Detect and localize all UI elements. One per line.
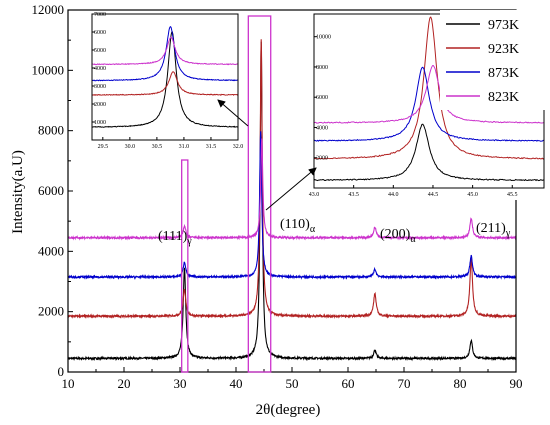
series-line-873K [67,131,517,280]
peak-annotation: (110)α [280,217,316,235]
y-tick-label: 10000 [32,62,65,77]
inset-y-tick-label: 6000 [94,30,106,36]
inset-x-tick-label: 44.0 [388,192,399,198]
inset-y-tick-label: 7000 [94,12,106,18]
inset-y-tick-label: 4000 [94,66,106,72]
inset-x-tick-label: 31.0 [179,144,190,150]
inset-x-tick-label: 43.0 [309,192,320,198]
y-tick-label: 4000 [38,243,64,258]
x-tick-label: 30 [174,376,187,391]
y-tick-label: 12000 [32,2,65,17]
inset-series-873K [91,25,239,82]
inset-series-873K [313,66,545,142]
inset-y-tick-label: 2000 [316,156,328,162]
series-line-923K [67,39,517,320]
inset-series-823K [313,65,545,124]
x-tick-label: 40 [230,376,243,391]
x-tick-label: 60 [342,376,355,391]
series-line-823K [67,138,517,241]
peak-annotation: (111)γ [158,229,192,247]
inset-x-tick-label: 43.5 [348,192,359,198]
arrow-to-right-inset [265,167,317,211]
x-tick-label: 90 [510,376,523,391]
legend: 973K 923K 873K 823K [440,10,548,110]
inset-series-923K [91,71,239,96]
inset-x-tick-label: 32.0 [233,144,244,150]
inset-x-tick-label: 31.5 [206,144,217,150]
inset-left-plot: 29.5 30.0 30.5 31.0 31.5 32.0 1000 2000 3000 4000… [90,12,243,152]
x-tick-label: 70 [398,376,411,391]
inset-series-973K [91,31,239,128]
inset-frame [91,13,239,141]
inset-y-tick-label: 5000 [94,48,106,54]
inset-y-tick-label: 1000 [94,120,106,126]
inset-y-tick-label: 2000 [94,102,106,108]
inset-x-tick-label: 44.5 [428,192,439,198]
inset-x-tick-label: 30.5 [152,144,163,150]
y-tick-label: 0 [58,364,65,379]
inset-series-923K [313,16,545,160]
y-tick-label: 2000 [38,304,64,319]
x-tick-label: 10 [62,376,75,391]
inset-series-823K [91,36,239,66]
inset-y-tick-label: 4000 [316,125,328,131]
legend-label: 873K [488,66,519,81]
highlight-box-111 [181,159,189,373]
inset-x-tick-label: 45.0 [467,192,478,198]
inset-x-tick-label: 29.5 [98,144,109,150]
x-tick-label: 50 [286,376,299,391]
inset-y-tick-label: 8000 [316,65,328,71]
inset-y-tick-label: 6000 [316,95,328,101]
x-tick-label: 80 [454,376,467,391]
x-tick-label: 20 [118,376,131,391]
legend-label: 973K [488,18,519,33]
peak-annotation: (200)α [380,227,416,245]
legend-label: 923K [488,42,519,57]
main-series-group [67,39,517,362]
y-tick-label: 8000 [38,123,64,138]
highlight-box-110 [247,15,272,373]
inset-y-tick-label: 10000 [316,35,331,41]
inset-x-tick-label: 45.5 [507,192,518,198]
y-tick-label: 6000 [38,183,64,198]
y-axis-label: Intensity(a.U) [10,150,26,234]
arrow-to-left-inset [217,99,249,127]
inset-series-973K [313,123,545,182]
peak-annotation: (211)γ [476,221,511,239]
inset-x-tick-label: 30.0 [125,144,136,150]
series-line-973K [67,41,517,362]
legend-label: 823K [488,90,519,105]
inset-y-tick-label: 3000 [94,84,106,90]
x-axis-label: 2θ(degree) [256,402,321,418]
